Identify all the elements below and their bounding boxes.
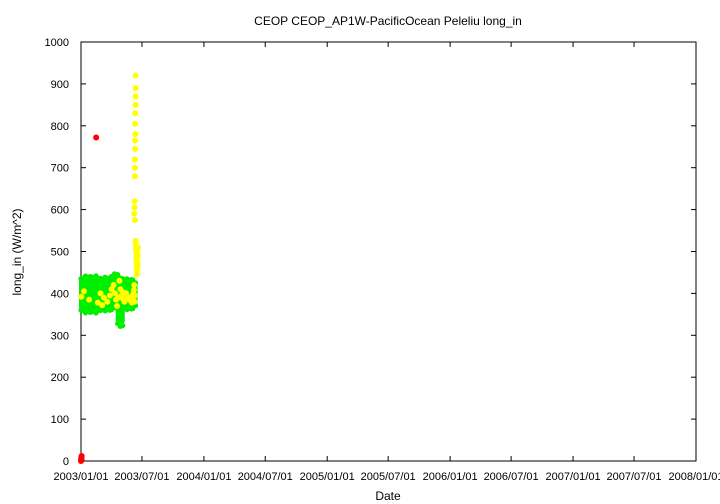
y-tick-label: 200	[51, 372, 69, 384]
data-point	[121, 298, 128, 305]
x-tick-label: 2006/07/01	[484, 471, 539, 483]
data-point	[81, 288, 88, 295]
data-point	[102, 308, 108, 314]
data-point	[131, 204, 138, 211]
data-point	[78, 457, 85, 464]
y-tick-label: 500	[51, 247, 69, 259]
x-tick-label: 2003/01/01	[53, 471, 108, 483]
data-point	[132, 85, 139, 92]
x-tick-label: 2003/07/01	[114, 471, 169, 483]
data-point	[104, 298, 111, 305]
data-point	[132, 72, 139, 79]
data-point	[134, 252, 141, 259]
data-point	[131, 198, 138, 205]
data-point	[119, 318, 125, 324]
data-point	[131, 298, 138, 305]
data-point	[133, 271, 140, 278]
y-tick-label: 900	[51, 79, 69, 91]
data-point	[78, 293, 85, 300]
data-point	[82, 310, 89, 316]
data-point	[132, 110, 139, 117]
data-point	[78, 452, 85, 459]
y-tick-label: 0	[63, 456, 69, 468]
data-point	[97, 290, 104, 297]
data-point	[131, 292, 138, 299]
data-point	[86, 296, 93, 303]
data-point	[120, 323, 126, 329]
data-point	[85, 278, 92, 284]
x-tick-label: 2006/01/01	[423, 471, 478, 483]
chart-title: CEOP CEOP_AP1W-PacificOcean Peleliu long…	[254, 14, 522, 28]
x-tick-label: 2004/01/01	[176, 471, 231, 483]
y-tick-label: 800	[51, 121, 69, 133]
data-point	[132, 101, 139, 108]
x-tick-label: 2007/07/01	[606, 471, 661, 483]
data-point	[102, 274, 108, 280]
data-point	[93, 134, 100, 141]
data-point	[85, 305, 92, 311]
data-point	[134, 265, 141, 272]
x-tick-label: 2004/07/01	[238, 471, 293, 483]
data-point	[114, 302, 121, 309]
data-point	[132, 145, 139, 152]
x-tick-label: 2008/01/01	[668, 471, 720, 483]
data-point	[116, 277, 123, 284]
y-tick-label: 600	[51, 205, 69, 217]
data-point	[82, 273, 89, 279]
y-tick-label: 300	[51, 330, 69, 342]
data-point	[124, 306, 130, 313]
data-point	[112, 290, 119, 297]
data-point	[132, 131, 139, 138]
series-1	[78, 72, 141, 309]
x-tick-label: 2007/01/01	[546, 471, 601, 483]
data-point	[131, 164, 138, 171]
data-point	[110, 282, 117, 289]
y-tick-label: 400	[51, 288, 69, 300]
plot-frame	[80, 41, 697, 462]
y-tick-label: 1000	[45, 37, 69, 49]
data-point	[131, 156, 138, 163]
data-point	[99, 302, 106, 309]
data-point	[106, 292, 113, 299]
data-series	[78, 72, 141, 464]
y-axis-label: long_in (W/m^2)	[10, 209, 24, 296]
y-axis: 0 100 200 300 400 500 600 700 800 900 1000	[45, 37, 696, 468]
data-point	[100, 294, 107, 301]
data-point	[134, 261, 141, 268]
x-axis-label: Date	[375, 489, 401, 503]
data-point	[131, 173, 138, 180]
series-2	[78, 134, 100, 464]
data-point	[127, 281, 133, 287]
data-point	[130, 287, 137, 294]
data-point	[94, 299, 101, 306]
data-point	[131, 282, 138, 289]
x-tick-label: 2005/07/01	[361, 471, 416, 483]
y-tick-label: 100	[51, 414, 69, 426]
data-point	[132, 137, 139, 144]
y-tick-label: 700	[51, 163, 69, 175]
x-axis: 2003/01/01 2003/07/01 2004/01/01 2004/07/01…	[53, 42, 720, 483]
x-tick-label: 2005/01/01	[300, 471, 355, 483]
data-point	[132, 93, 139, 100]
data-point	[132, 120, 139, 127]
data-point	[124, 276, 130, 282]
data-point	[131, 210, 138, 217]
data-point	[131, 217, 138, 224]
data-point	[134, 244, 141, 251]
